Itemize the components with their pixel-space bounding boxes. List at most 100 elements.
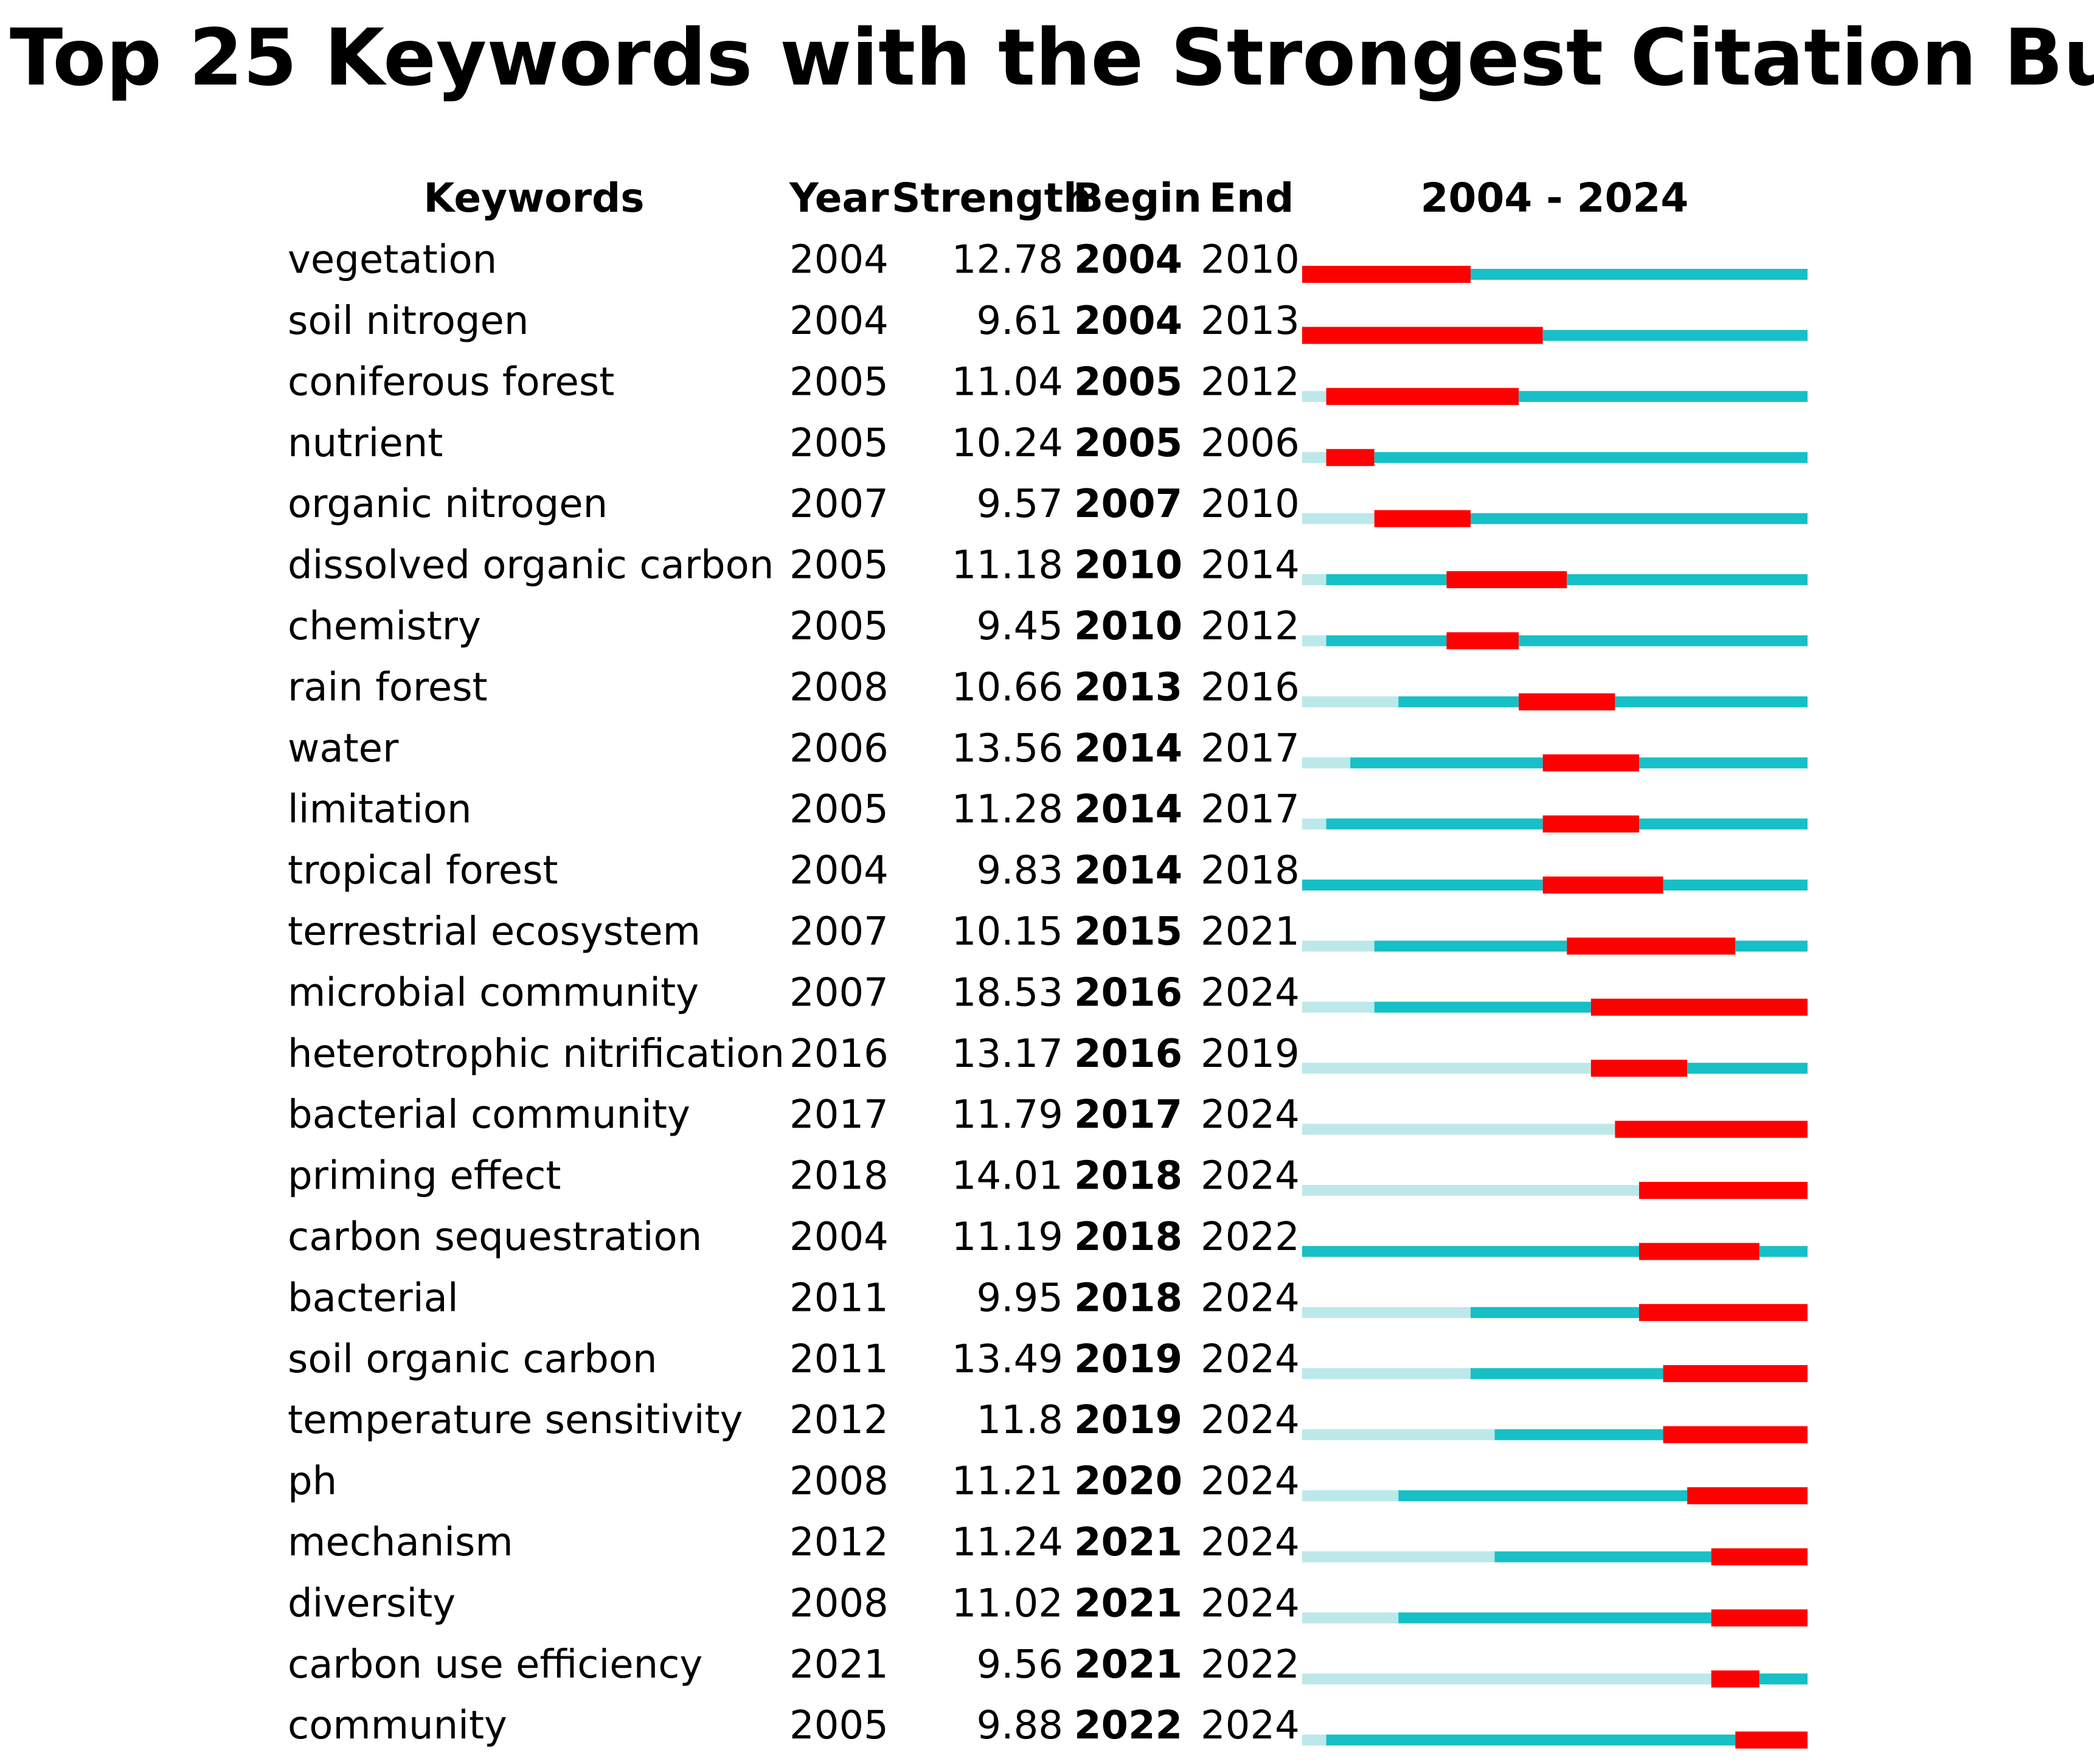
end: 2022 [1201, 1642, 1300, 1687]
end: 2024 [1201, 1276, 1300, 1321]
keyword: heterotrophic nitrification [288, 1032, 785, 1077]
post-burst [1639, 818, 1808, 830]
post-burst [1639, 757, 1808, 769]
strength: 9.57 [977, 482, 1064, 527]
burst [1663, 1426, 1808, 1443]
begin: 2016 [1074, 1032, 1182, 1077]
strength: 11.24 [952, 1520, 1063, 1565]
keyword: microbial community [288, 970, 699, 1015]
keyword: organic nitrogen [288, 482, 608, 527]
burst [1711, 1670, 1759, 1688]
end: 2017 [1201, 726, 1300, 771]
strength: 11.28 [952, 787, 1063, 832]
year: 2004 [789, 299, 889, 344]
keyword: limitation [288, 787, 472, 832]
keyword: carbon use efficiency [288, 1642, 702, 1687]
post-burst [1759, 1673, 1808, 1685]
begin: 2021 [1074, 1581, 1182, 1626]
pre-appearance [1302, 1185, 1639, 1196]
pre-appearance [1302, 452, 1326, 464]
pre-appearance [1302, 1429, 1495, 1440]
post-burst [1687, 1063, 1808, 1074]
pre-appearance [1302, 1307, 1471, 1318]
title: Top 25 Keywords with the Strongest Citat… [10, 13, 2094, 103]
post-burst [1615, 696, 1808, 707]
pre-burst [1326, 1734, 1736, 1746]
pre-appearance [1302, 1673, 1711, 1685]
keyword: nutrient [288, 421, 443, 466]
keyword: rain forest [288, 665, 488, 710]
year: 2005 [789, 543, 889, 588]
burst [1711, 1548, 1808, 1566]
header: Strength [892, 175, 1092, 221]
header: 2004 - 2024 [1421, 175, 1689, 221]
post-burst [1471, 269, 1808, 280]
pre-appearance [1302, 1734, 1326, 1746]
begin: 2004 [1074, 238, 1182, 283]
begin: 2007 [1074, 482, 1182, 527]
strength: 9.56 [977, 1642, 1064, 1687]
keyword: priming effect [288, 1154, 561, 1199]
year: 2004 [789, 1215, 889, 1260]
keyword: chemistry [288, 604, 481, 649]
strength: 11.21 [952, 1459, 1063, 1504]
strength: 11.18 [952, 543, 1063, 588]
burst [1542, 815, 1639, 833]
pre-burst [1398, 696, 1519, 707]
burst [1326, 449, 1375, 467]
header: Year [789, 175, 889, 221]
year: 2004 [789, 849, 889, 894]
burst [1542, 877, 1663, 894]
year: 2008 [789, 665, 889, 710]
end: 2024 [1201, 1520, 1300, 1565]
keyword: temperature sensitivity [288, 1398, 743, 1443]
pre-appearance [1302, 635, 1326, 647]
year: 2007 [789, 909, 889, 954]
burst [1542, 754, 1639, 772]
begin: 2014 [1074, 787, 1182, 832]
year: 2016 [789, 1032, 889, 1077]
strength: 18.53 [952, 970, 1063, 1015]
begin: 2020 [1074, 1459, 1182, 1504]
pre-burst [1302, 880, 1543, 891]
begin: 2021 [1074, 1642, 1182, 1687]
keyword: carbon sequestration [288, 1215, 702, 1260]
strength: 9.61 [977, 299, 1064, 344]
year: 2017 [789, 1092, 889, 1137]
strength: 9.45 [977, 604, 1064, 649]
pre-appearance [1302, 940, 1375, 952]
pre-burst [1326, 574, 1447, 585]
begin: 2018 [1074, 1215, 1182, 1260]
year: 2005 [789, 359, 889, 405]
pre-burst [1494, 1429, 1663, 1440]
strength: 9.83 [977, 849, 1064, 894]
end: 2024 [1201, 1154, 1300, 1199]
pre-burst [1398, 1612, 1711, 1623]
burst [1663, 1365, 1808, 1383]
year: 2005 [789, 1703, 889, 1748]
begin: 2014 [1074, 726, 1182, 771]
keyword: dissolved organic carbon [288, 543, 774, 588]
year: 2012 [789, 1398, 889, 1443]
end: 2021 [1201, 909, 1300, 954]
burst [1519, 693, 1615, 710]
strength: 11.02 [952, 1581, 1063, 1626]
year: 2007 [789, 970, 889, 1015]
keyword: community [288, 1703, 507, 1748]
keyword: vegetation [288, 238, 497, 283]
end: 2014 [1201, 543, 1300, 588]
begin: 2016 [1074, 970, 1182, 1015]
end: 2024 [1201, 970, 1300, 1015]
year: 2005 [789, 604, 889, 649]
end: 2010 [1201, 482, 1300, 527]
year: 2021 [789, 1642, 889, 1687]
strength: 13.17 [952, 1032, 1063, 1077]
strength: 11.8 [977, 1398, 1064, 1443]
begin: 2015 [1074, 909, 1182, 954]
keyword: water [288, 726, 399, 771]
keyword: soil nitrogen [288, 299, 529, 344]
end: 2006 [1201, 421, 1300, 466]
pre-burst [1374, 940, 1567, 952]
strength: 9.95 [977, 1276, 1064, 1321]
burst [1615, 1120, 1808, 1138]
